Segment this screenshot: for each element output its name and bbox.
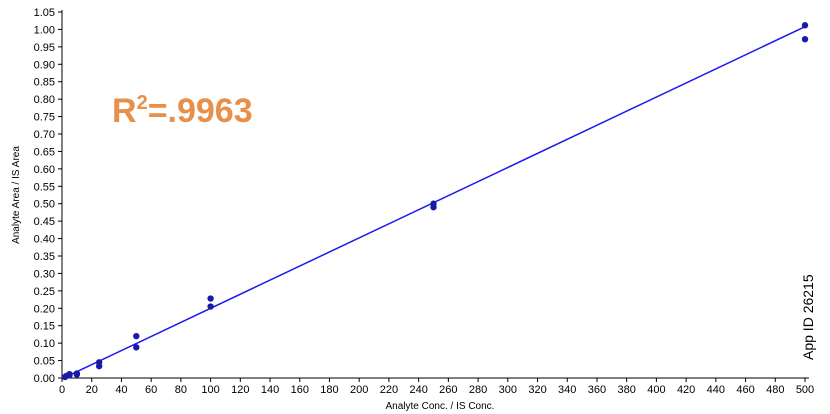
x-tick-label: 480 <box>766 384 784 396</box>
x-tick-label: 400 <box>647 384 665 396</box>
x-tick-label: 420 <box>677 384 695 396</box>
y-axis-ticks: 0.00 0.05 0.10 0.15 0.20 0.25 0.30 0.35 0.40 0.45… <box>34 7 62 385</box>
y-tick-label: 0.05 <box>34 356 55 368</box>
x-tick-label: 440 <box>707 384 725 396</box>
data-point <box>95 359 103 366</box>
x-tick-label: 180 <box>320 384 338 396</box>
app-id-label: App ID 26215 <box>800 274 816 360</box>
x-tick-label: 40 <box>115 384 127 396</box>
x-tick-label: 500 <box>796 384 814 396</box>
x-tick-label: 160 <box>291 384 309 396</box>
r-squared-exponent: 2 <box>137 92 148 114</box>
y-tick-label: 0.10 <box>34 338 55 350</box>
y-tick-label: 0.55 <box>34 181 55 193</box>
x-tick-label: 300 <box>499 384 517 396</box>
x-tick-label: 340 <box>558 384 576 396</box>
data-point <box>801 22 809 29</box>
x-tick-label: 0 <box>59 384 65 396</box>
y-tick-label: 0.45 <box>34 216 55 228</box>
x-tick-label: 200 <box>350 384 368 396</box>
x-tick-label: 60 <box>145 384 157 396</box>
data-points <box>61 22 809 381</box>
data-point <box>207 295 214 302</box>
x-tick-label: 220 <box>380 384 398 396</box>
data-point <box>430 200 437 207</box>
data-point <box>133 344 140 351</box>
y-tick-label: 0.70 <box>34 129 55 141</box>
y-tick-label: 0.95 <box>34 42 55 54</box>
x-tick-label: 280 <box>469 384 487 396</box>
y-tick-label: 0.25 <box>34 286 55 298</box>
data-point <box>66 370 73 378</box>
x-tick-label: 460 <box>736 384 754 396</box>
y-axis-title: Analyte Area / IS Area <box>11 146 22 244</box>
x-tick-label: 140 <box>261 384 279 396</box>
y-tick-label: 0.60 <box>34 164 55 176</box>
y-tick-label: 0.75 <box>34 112 55 124</box>
y-tick-label: 0.50 <box>34 199 55 211</box>
x-tick-label: 360 <box>588 384 606 396</box>
data-point <box>801 35 809 43</box>
y-tick-label: 0.15 <box>34 321 55 333</box>
y-tick-label: 0.65 <box>34 146 55 158</box>
r-squared-value: =.9963 <box>148 92 253 130</box>
r-squared-base: R <box>112 92 137 130</box>
y-tick-label: 0.30 <box>34 268 55 280</box>
x-axis-title: Analyte Conc. / IS Conc. <box>386 401 495 412</box>
y-tick-label: 0.35 <box>34 251 55 263</box>
y-tick-label: 1.05 <box>34 7 55 19</box>
x-tick-label: 120 <box>231 384 249 396</box>
y-tick-label: 0.85 <box>34 77 55 89</box>
data-point <box>133 332 140 340</box>
x-tick-label: 100 <box>201 384 219 396</box>
y-tick-label: 1.00 <box>34 24 55 36</box>
y-tick-label: 0.20 <box>34 303 55 315</box>
data-point <box>207 303 214 310</box>
y-tick-label: 0.80 <box>34 94 55 106</box>
y-tick-label: 0.40 <box>34 234 55 246</box>
y-tick-label: 0.90 <box>34 59 55 71</box>
x-tick-label: 240 <box>409 384 427 396</box>
y-tick-label: 0.00 <box>34 373 55 385</box>
x-axis-ticks: 0 20 40 60 80 100 120 140 160 180 200 220 240 260 280 3… <box>59 378 814 396</box>
x-tick-label: 320 <box>528 384 546 396</box>
data-point <box>73 370 81 377</box>
x-tick-label: 380 <box>618 384 636 396</box>
x-tick-label: 80 <box>175 384 187 396</box>
r-squared-annotation: R2=.9963 <box>112 92 253 130</box>
x-tick-label: 20 <box>86 384 98 396</box>
x-tick-label: 260 <box>439 384 457 396</box>
